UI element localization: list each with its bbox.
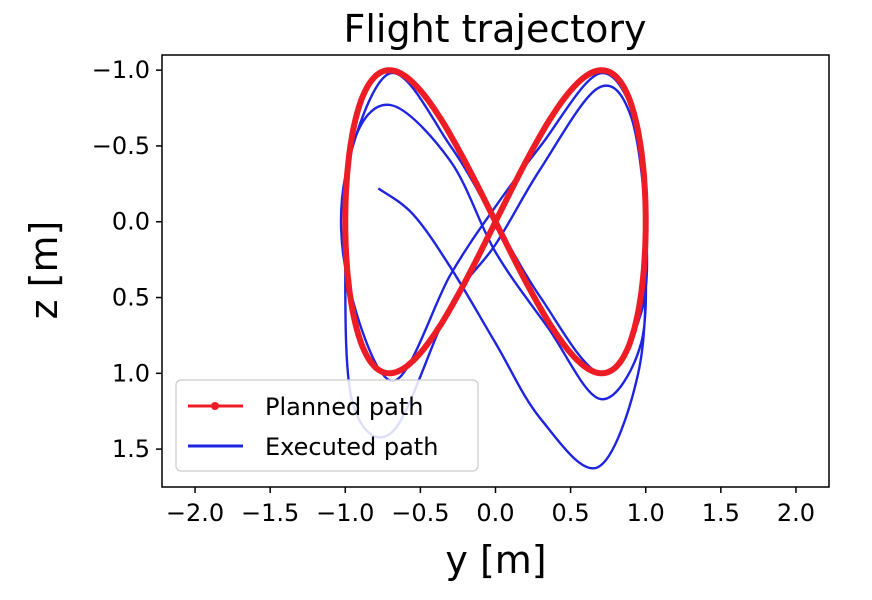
chart-title: Flight trajectory	[343, 7, 646, 51]
y-tick-label: 1.5	[112, 435, 150, 463]
x-tick-label: 1.5	[702, 499, 740, 527]
legend-label-executed-path: Executed path	[265, 433, 438, 461]
x-tick-label: 0.5	[552, 499, 590, 527]
x-tick-label: 0.0	[476, 499, 514, 527]
x-tick-label: −0.5	[391, 499, 449, 527]
series-line-executed-path	[339, 71, 649, 470]
y-tick-label: 0.5	[112, 284, 150, 312]
x-tick-label: 2.0	[777, 499, 815, 527]
x-tick-label: −2.0	[166, 499, 224, 527]
legend: Planned path Executed path	[175, 379, 479, 472]
x-axis-label: y [m]	[445, 538, 546, 582]
y-tick-label: 1.0	[112, 359, 150, 387]
x-tick-label: −1.0	[316, 499, 374, 527]
y-axis-ticks: −1.0 −0.5 0.0 0.5 1.0 1.5	[92, 56, 162, 463]
x-tick-label: −1.5	[241, 499, 299, 527]
y-tick-label: −1.0	[92, 56, 150, 84]
y-tick-label: 0.0	[112, 208, 150, 236]
y-axis-label: z [m]	[22, 221, 66, 320]
series-layer	[339, 67, 649, 470]
series-line-planned-path	[342, 67, 649, 377]
y-tick-label: −0.5	[92, 132, 150, 160]
legend-label-planned-path: Planned path	[265, 393, 423, 421]
x-tick-label: 1.0	[627, 499, 665, 527]
legend-box	[175, 379, 479, 472]
x-axis-ticks: −2.0 −1.5 −1.0 −0.5 0.0 0.5 1.0 1.5 2.0	[166, 487, 815, 527]
legend-marker-planned-path	[211, 402, 219, 410]
